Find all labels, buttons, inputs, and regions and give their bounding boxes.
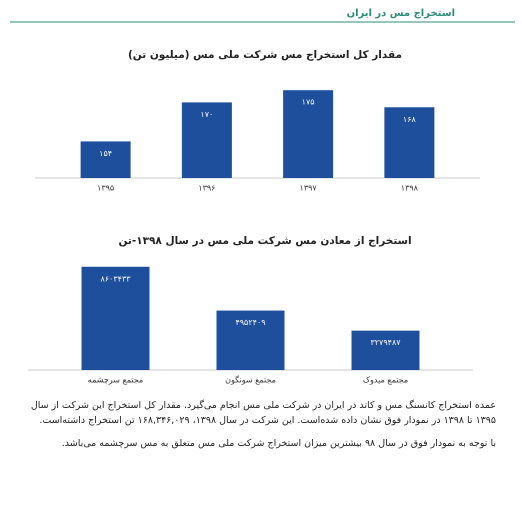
x-tick-label: مجتمع سونگون <box>225 375 276 385</box>
charts: استخراج مس در ایران مقدار کل استخراج مس … <box>10 8 515 385</box>
body-text: عمده استخراج کانسنگ مس و کاتد در ایران د… <box>28 398 496 459</box>
header-title: استخراج مس در ایران <box>347 8 455 19</box>
x-tick-label: ۱۳۹۶ <box>198 184 215 193</box>
bar <box>216 310 285 370</box>
value-label: ۱۷۵ <box>302 98 315 107</box>
x-tick-label: ۱۳۹۸ <box>401 184 419 193</box>
x-tick-label: مجتمع سرچشمه <box>88 376 143 385</box>
bar <box>384 107 435 178</box>
x-tick-label: ۱۳۹۵ <box>97 184 114 193</box>
bar <box>283 90 334 178</box>
bar <box>181 102 232 178</box>
value-label: ۱۵۴ <box>99 149 112 158</box>
paragraph: عمده استخراج کانسنگ مس و کاتد در ایران د… <box>30 400 496 426</box>
x-tick-label: مجتمع میدوک <box>363 376 408 385</box>
bar <box>351 330 420 370</box>
value-label: ۳۲۷۹۴۸۷ <box>370 338 401 347</box>
x-tick-label: ۱۳۹۷ <box>300 184 318 193</box>
bar <box>81 266 150 370</box>
paragraph: با توجه به نمودار فوق در سال ۹۸ بیشترین … <box>61 438 496 449</box>
value-label: ۱۷۰ <box>200 110 213 119</box>
value-label: ۱۶۸ <box>403 115 417 124</box>
value-label: ۸۶۰۳۴۳۳ <box>100 274 131 283</box>
value-label: ۴۹۵۲۴۰۹ <box>235 318 265 327</box>
chart-title: استخراج از معادن مس شرکت ملی مس در سال ۱… <box>118 235 411 247</box>
chart-title: مقدار کل استخراج مس شرکت ملی مس (میلیون … <box>128 49 402 61</box>
bar <box>80 141 131 178</box>
